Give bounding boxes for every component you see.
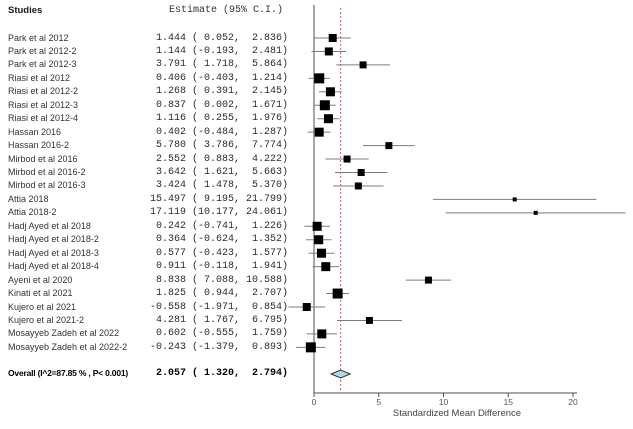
study-marker [424,276,432,284]
study-estimate: 0.402 (-0.484, 1.287) [150,126,289,138]
study-label: Hassan 2016-2 [8,140,70,151]
study-estimate: 0.837 ( 0.002, 1.671) [150,99,289,111]
study-estimate: 0.911 (-0.118, 1.941) [150,261,289,273]
study-marker [354,182,362,190]
study-label: Hassan 2016 [8,126,62,137]
study-label: Ayeni et al 2020 [8,274,73,285]
study-marker [512,197,517,202]
study-marker [323,114,333,124]
study-marker [305,342,316,353]
study-estimate: 1.268 ( 0.391, 2.145) [150,86,289,98]
study-label: Park et al 2012-3 [8,59,77,70]
study-estimate: 2.552 ( 0.883, 4.222) [150,153,289,165]
study-marker [314,127,324,137]
study-label: Attia 2018-2 [8,207,57,218]
study-estimate: 1.144 (-0.193, 2.481) [150,45,289,57]
study-estimate: 3.424 ( 1.478, 5.370) [150,180,289,192]
study-label: Riasi et al 2012-4 [8,113,79,124]
study-marker [321,262,331,272]
study-estimate: 1.444 ( 0.052, 2.836) [150,32,289,44]
study-label: Riasi et al 2012-3 [8,99,79,110]
studies-column-header: Studies [8,5,43,16]
x-axis-tick-label: 5 [376,397,381,407]
study-label: Attia 2018 [8,193,49,204]
study-label: Park et al 2012 [8,32,69,43]
study-label: Mosayyeb Zadeh et al 2022-2 [8,341,128,352]
study-marker [359,61,367,69]
study-estimate: 3.642 ( 1.621, 5.663) [150,167,289,178]
study-marker [302,303,311,311]
study-marker [328,34,337,42]
study-estimate: 0.406 (-0.403, 1.214) [150,72,289,84]
study-estimate: 0.602 (-0.555, 1.759) [150,328,289,340]
study-label: Kujero et al 2021-2 [8,314,85,325]
study-marker [314,235,324,245]
overall-estimate: 2.057 ( 1.320, 2.794) [150,368,289,379]
study-marker [325,87,335,97]
estimate-column-header: Estimate (95% C.I.) [169,5,284,16]
x-axis-tick-label: 15 [504,397,514,407]
study-marker [332,288,343,299]
study-estimate: 17.119 (10.177, 24.061) [150,207,289,219]
study-marker [316,248,326,258]
study-label: Riasi et al 2012 [8,72,71,83]
study-label: Mosayyeb Zadeh et al 2022 [8,328,120,339]
study-label: Riasi et al 2012-2 [8,86,79,97]
study-label: Hadj Ayed et al 2018-3 [8,247,99,258]
study-marker [314,73,325,84]
study-estimate: 15.497 ( 9.195, 21.799) [150,193,289,205]
study-estimate: 3.791 ( 1.718, 5.864) [150,59,289,71]
study-label: Kujero et al 2021 [8,301,77,312]
study-label: Hadj Ayed et al 2018-2 [8,234,99,245]
study-marker [312,221,322,231]
study-marker [533,210,538,215]
study-estimate: 1.825 ( 0.944, 2.707) [150,288,289,300]
study-estimate: 5.780 ( 3.786, 7.774) [150,140,289,152]
study-label: Kinati et al 2021 [8,288,73,299]
study-marker [324,47,333,56]
study-marker [365,316,373,324]
study-estimate: 0.577 (-0.423, 1.577) [150,247,289,259]
study-label: Mirbod et al 2016-3 [8,180,86,191]
study-marker [357,169,365,176]
overall-diamond [329,369,352,379]
study-marker [385,142,393,150]
overall-label: Overall (I^2=87.85 % , P< 0.001) [8,368,129,378]
study-estimate: 4.281 ( 1.767, 6.795) [150,314,289,326]
study-estimate: -0.243 (-1.379, 0.893) [150,341,289,353]
x-axis-tick-label: 10 [439,397,449,407]
study-marker [343,155,351,163]
study-estimate: 0.364 (-0.624, 1.352) [150,234,289,246]
study-label: Hadj Ayed et al 2018 [8,220,91,231]
study-estimate: -0.558 (-1.971, 0.854) [150,301,289,313]
x-axis-tick-label: 20 [568,397,578,407]
x-axis-title: Standardized Mean Difference [392,408,522,419]
study-label: Park et al 2012-2 [8,45,77,56]
study-label: Mirbod et al 2016 [8,153,78,164]
study-label: Hadj Ayed et al 2018-4 [8,261,99,272]
study-label: Mirbod et al 2016-2 [8,167,86,177]
study-estimate: 8.838 ( 7.088, 10.588) [150,274,289,286]
study-estimate: 1.116 ( 0.255, 1.976) [150,113,289,125]
study-marker [317,329,327,339]
study-estimate: 0.242 (-0.741, 1.226) [150,220,289,232]
study-marker [319,100,330,111]
x-axis-tick-label: 0 [312,397,317,407]
